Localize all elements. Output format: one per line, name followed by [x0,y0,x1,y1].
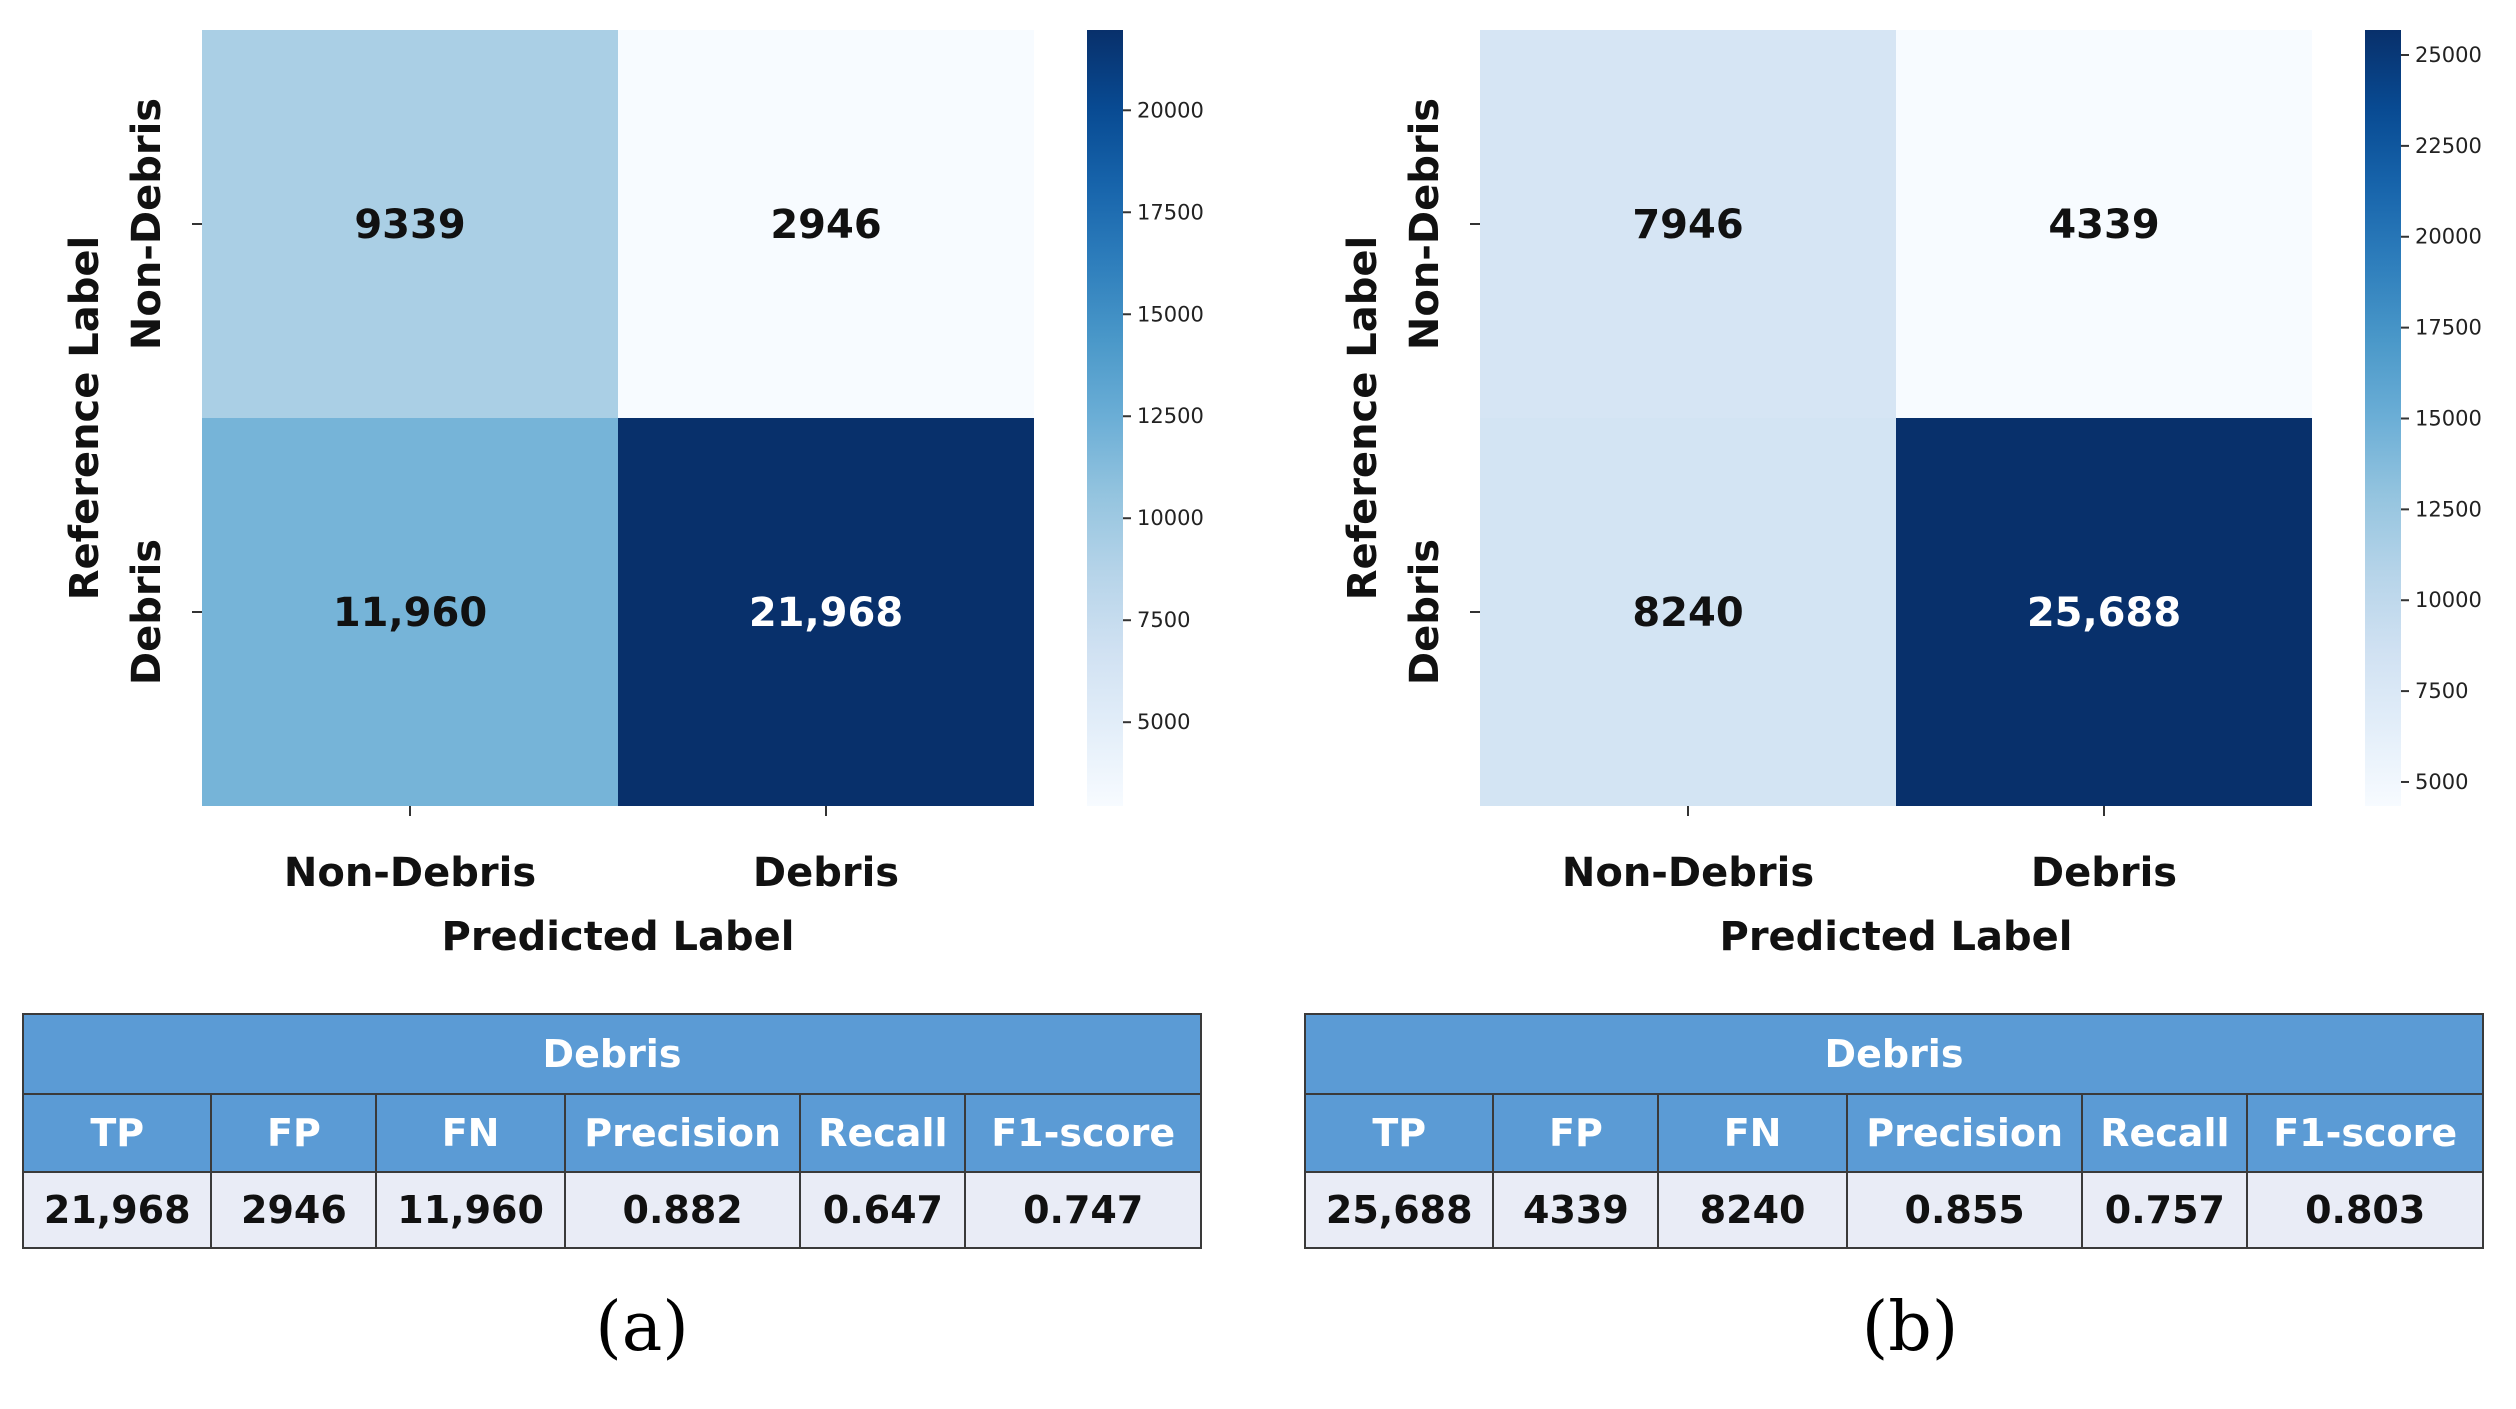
value-f1-score: 0.803 [2246,1171,2484,1249]
panel-a: 9339 2946 11,960 21,968 Non-Debris Debris Non-… [21,30,1204,1367]
column-header-tp: TP [21,1093,213,1173]
confusion-matrix-chart-b: 7946 4339 8240 25,688 Non-Debris Debris Non-De… [1340,30,2482,960]
heatmap-cell [202,418,618,806]
column-header-recall: Recall [2081,1093,2249,1173]
value-precision: 0.882 [563,1171,802,1249]
cell-value-label: 2946 [770,202,881,248]
column-header-fp: FP [1492,1093,1660,1173]
y-tick-label: Non-Debris [1402,98,1448,350]
cell-value-label: 7946 [1632,202,1743,248]
y-axis-label: Reference Label [1340,236,1386,601]
column-header-f1-score: F1-score [2246,1093,2484,1173]
heatmap-cell [1480,418,1896,806]
heatmap-cell [618,30,1034,418]
heatmap-cell [1896,418,2312,806]
metrics-table-title: Debris [22,1013,1202,1095]
colorbar-tick-label: 15000 [1137,302,1204,326]
colorbar-tick-label: 10000 [1137,506,1204,530]
column-header-fn: FN [375,1093,566,1173]
y-tick-label: Debris [1402,539,1448,685]
value-tp: 25,688 [1303,1171,1495,1249]
x-tick-label: Debris [753,850,899,896]
x-axis-label: Predicted Label [1720,914,2073,960]
column-header-recall: Recall [799,1093,967,1173]
column-header-f1-score: F1-score [964,1093,1202,1173]
panel-label-a: (a) [595,1288,689,1367]
colorbar [1087,30,1123,806]
column-header-tp: TP [1303,1093,1495,1173]
colorbar-tick-label: 7500 [2415,679,2468,703]
panel-label-b: (b) [1861,1288,1959,1367]
column-header-fn: FN [1657,1093,1848,1173]
confusion-matrix-chart-a: 9339 2946 11,960 21,968 Non-Debris Debris Non-… [62,30,1204,960]
column-header-precision: Precision [1845,1093,2084,1173]
heatmap-cell [618,418,1034,806]
value-fn: 8240 [1657,1171,1848,1249]
metrics-table-a: Debris TP FP FN Precision Recall F1-scor… [21,1013,1202,1249]
value-precision: 0.855 [1845,1171,2084,1249]
value-f1-score: 0.747 [964,1171,1202,1249]
colorbar-tick-label: 17500 [1137,200,1204,224]
metrics-table-title: Debris [1304,1013,2484,1095]
colorbar-tick-label: 5000 [2415,770,2468,794]
panel-b: 7946 4339 8240 25,688 Non-Debris Debris Non-De… [1258,0,2516,1409]
y-tick-label: Debris [124,539,170,685]
x-tick-label: Non-Debris [284,850,536,896]
value-recall: 0.647 [799,1171,967,1249]
value-fn: 11,960 [375,1171,566,1249]
column-header-fp: FP [210,1093,378,1173]
colorbar-tick-label: 12500 [2415,497,2482,521]
colorbar-tick-label: 20000 [1137,98,1204,122]
value-recall: 0.757 [2081,1171,2249,1249]
cell-value-label: 8240 [1632,590,1743,636]
x-tick-label: Debris [2031,850,2177,896]
y-tick-label: Non-Debris [124,98,170,350]
colorbar-tick-label: 17500 [2415,316,2482,340]
x-tick-label: Non-Debris [1562,850,1814,896]
cell-value-label: 4339 [2048,202,2159,248]
cell-value-label: 25,688 [2027,590,2181,636]
heatmap-cell [1480,30,1896,418]
colorbar-tick-label: 5000 [1137,710,1190,734]
colorbar-tick-label: 7500 [1137,608,1190,632]
y-axis-label: Reference Label [62,236,108,601]
value-tp: 21,968 [21,1171,213,1249]
colorbar-tick-label: 22500 [2415,134,2482,158]
column-header-precision: Precision [563,1093,802,1173]
colorbar [2365,30,2401,806]
metrics-table-b: Debris TP FP FN Precision Recall F1-scor… [1303,1013,2484,1249]
heatmap-cell [202,30,618,418]
colorbar-tick-label: 12500 [1137,404,1204,428]
cell-value-label: 21,968 [749,590,903,636]
colorbar-tick-label: 20000 [2415,225,2482,249]
cell-value-label: 11,960 [333,590,487,636]
colorbar-tick-label: 15000 [2415,406,2482,430]
cell-value-label: 9339 [354,202,465,248]
colorbar-tick-label: 10000 [2415,588,2482,612]
heatmap-cell [1896,30,2312,418]
value-fp: 4339 [1492,1171,1660,1249]
value-fp: 2946 [210,1171,378,1249]
x-axis-label: Predicted Label [442,914,795,960]
colorbar-tick-label: 25000 [2415,43,2482,67]
